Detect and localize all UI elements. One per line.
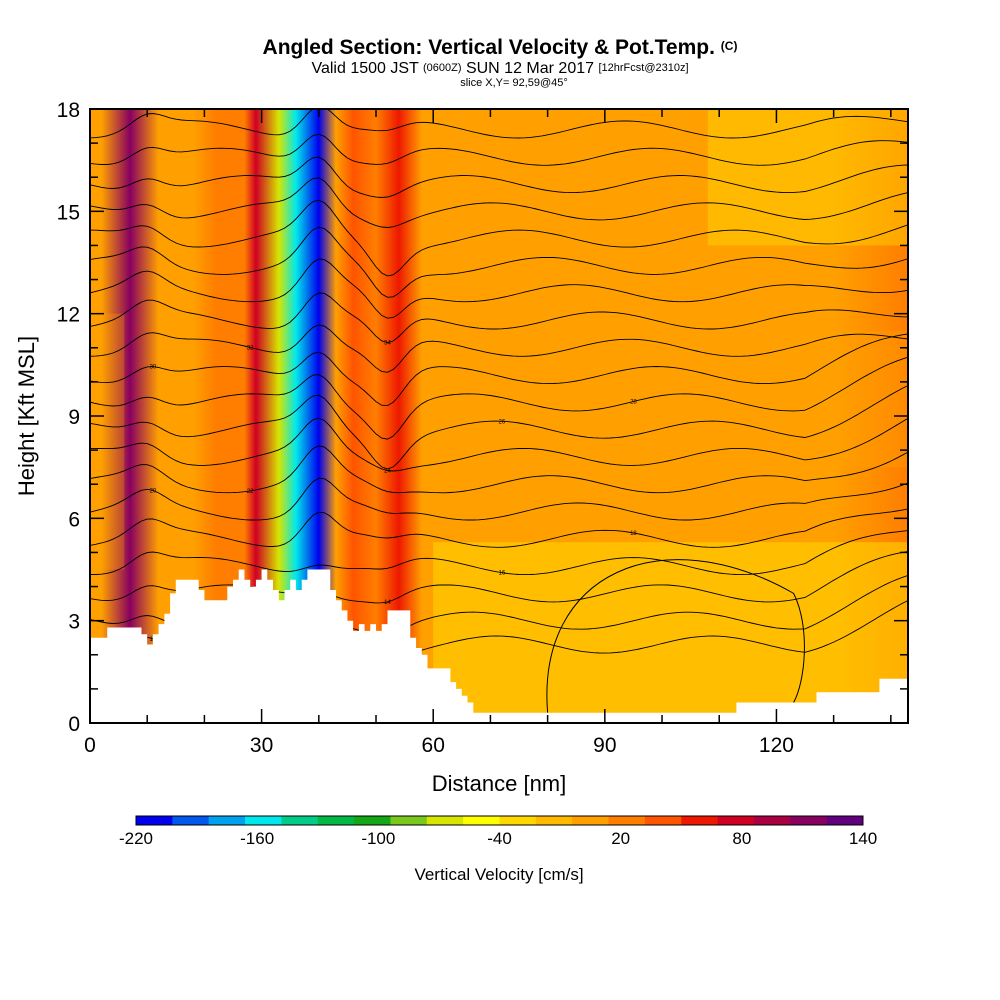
isentrope-line <box>90 477 908 521</box>
terrain-profile <box>90 569 908 723</box>
y-tick-label: 12 <box>57 304 80 327</box>
isentrope-line <box>90 445 908 494</box>
colorbar-swatch <box>644 816 682 825</box>
colorbar-tick-label: -220 <box>119 829 153 848</box>
slice-info: slice X,Y= 92,59@45° <box>460 77 568 89</box>
colorbar-border <box>135 815 864 826</box>
isentrope-line <box>90 177 908 228</box>
y-tick-label: 15 <box>57 201 80 224</box>
y-tick-label: 18 <box>57 99 80 122</box>
colorbar-tick-label: -40 <box>487 829 512 848</box>
velocity-band-3 <box>707 109 908 246</box>
colorbar-swatch <box>790 816 828 825</box>
chart-subtitle: Valid 1500 JST (0600Z) SUN 12 Mar 2017 [… <box>0 60 1000 78</box>
y-axis-title: Height [Kft MSL] <box>14 336 39 496</box>
axes: 0 30 60 90 120 0 3 6 9 12 15 18 <box>57 99 908 757</box>
isentrope-line <box>90 226 908 298</box>
y-tick-label: 0 <box>68 713 80 736</box>
isentrope-line <box>90 324 908 373</box>
colorbar-swatch <box>608 816 646 825</box>
colorbar-swatch <box>826 816 864 825</box>
colorbar-swatch <box>572 816 609 825</box>
isentrope-label: 26 <box>499 419 506 425</box>
isentrope-label: 16 <box>499 571 506 577</box>
colorbar-tick-label: 140 <box>849 829 877 848</box>
colorbar-swatch <box>426 816 464 825</box>
isentrope-line <box>90 258 908 319</box>
subtitle-forecast: [12hrFcst@2310z] <box>598 62 689 74</box>
colorbar-swatch <box>317 816 355 825</box>
isentrope-line <box>90 530 908 576</box>
colorbar-swatch <box>245 816 282 825</box>
colorbar-swatch <box>281 816 319 825</box>
isentrope-line <box>90 199 908 277</box>
colorbar-swatch <box>681 816 718 825</box>
isentrope-label: 18 <box>630 531 637 537</box>
subtitle-utc: (0600Z) <box>422 62 462 74</box>
isentrope-line <box>90 508 908 548</box>
isentrope-line <box>90 333 908 407</box>
colorbar-swatch <box>354 816 391 825</box>
isentrope-line <box>90 550 908 604</box>
colorbar: -220 -160 -100 -40 20 80 140 <box>119 815 877 848</box>
isentrope-line <box>90 356 908 440</box>
isentrope-label: 34 <box>384 341 391 347</box>
subtitle-valid: Valid 1500 JST <box>311 60 419 77</box>
x-axis-title: Distance [nm] <box>432 771 567 796</box>
isentrope-line <box>90 109 908 139</box>
isentrope-label: 20 <box>150 488 157 494</box>
colorbar-swatch <box>499 816 537 825</box>
velocity-band-1 <box>547 330 908 468</box>
y-tick-label: 6 <box>68 508 80 531</box>
colorbar-tick-label: -160 <box>240 829 274 848</box>
isentrope-label: 28 <box>630 399 637 405</box>
x-tick-label: 120 <box>759 734 794 757</box>
isentrope-label: 32 <box>247 345 254 351</box>
colorbar-swatch <box>136 816 173 825</box>
colorbar-tick-label: 80 <box>732 829 751 848</box>
colorbar-tick-label: 20 <box>611 829 630 848</box>
isentrope-lines: 10121416182022242628303234 <box>90 109 908 662</box>
y-tick-label: 3 <box>68 611 80 634</box>
isentrope-label: 30 <box>150 365 157 371</box>
isentrope-line <box>90 385 908 470</box>
colorbar-swatch <box>717 816 755 825</box>
colorbar-swatch <box>463 816 500 825</box>
isentrope-line <box>90 292 908 344</box>
isentrope-label: 24 <box>384 468 391 474</box>
colorbar-tick-label: -100 <box>361 829 395 848</box>
colorbar-swatch <box>208 816 246 825</box>
isentrope-line <box>90 156 908 198</box>
x-tick-label: 0 <box>84 734 96 757</box>
x-tick-label: 60 <box>422 734 445 757</box>
title-text: Angled Section: Vertical Velocity & Pot.… <box>262 36 715 59</box>
isentrope-line <box>90 417 908 472</box>
x-tick-label: 90 <box>593 734 616 757</box>
isentrope-label: 22 <box>247 489 254 495</box>
colorbar-title: Vertical Velocity [cm/s] <box>414 865 583 884</box>
isentrope-line <box>90 133 908 166</box>
colorbar-swatch <box>172 816 210 825</box>
velocity-band-2 <box>90 313 125 570</box>
x-tick-label: 30 <box>250 734 273 757</box>
isentrope-label: 14 <box>384 600 391 606</box>
colorbar-swatch <box>753 816 791 825</box>
y-tick-label: 9 <box>68 406 80 429</box>
colorbar-swatch <box>390 816 428 825</box>
velocity-band-0 <box>433 542 908 713</box>
subtitle-date: SUN 12 Mar 2017 <box>465 60 595 77</box>
terrain <box>90 569 908 723</box>
title-unit: (C) <box>720 39 738 53</box>
chart-title: Angled Section: Vertical Velocity & Pot.… <box>0 36 1000 60</box>
colorbar-swatch <box>535 816 573 825</box>
